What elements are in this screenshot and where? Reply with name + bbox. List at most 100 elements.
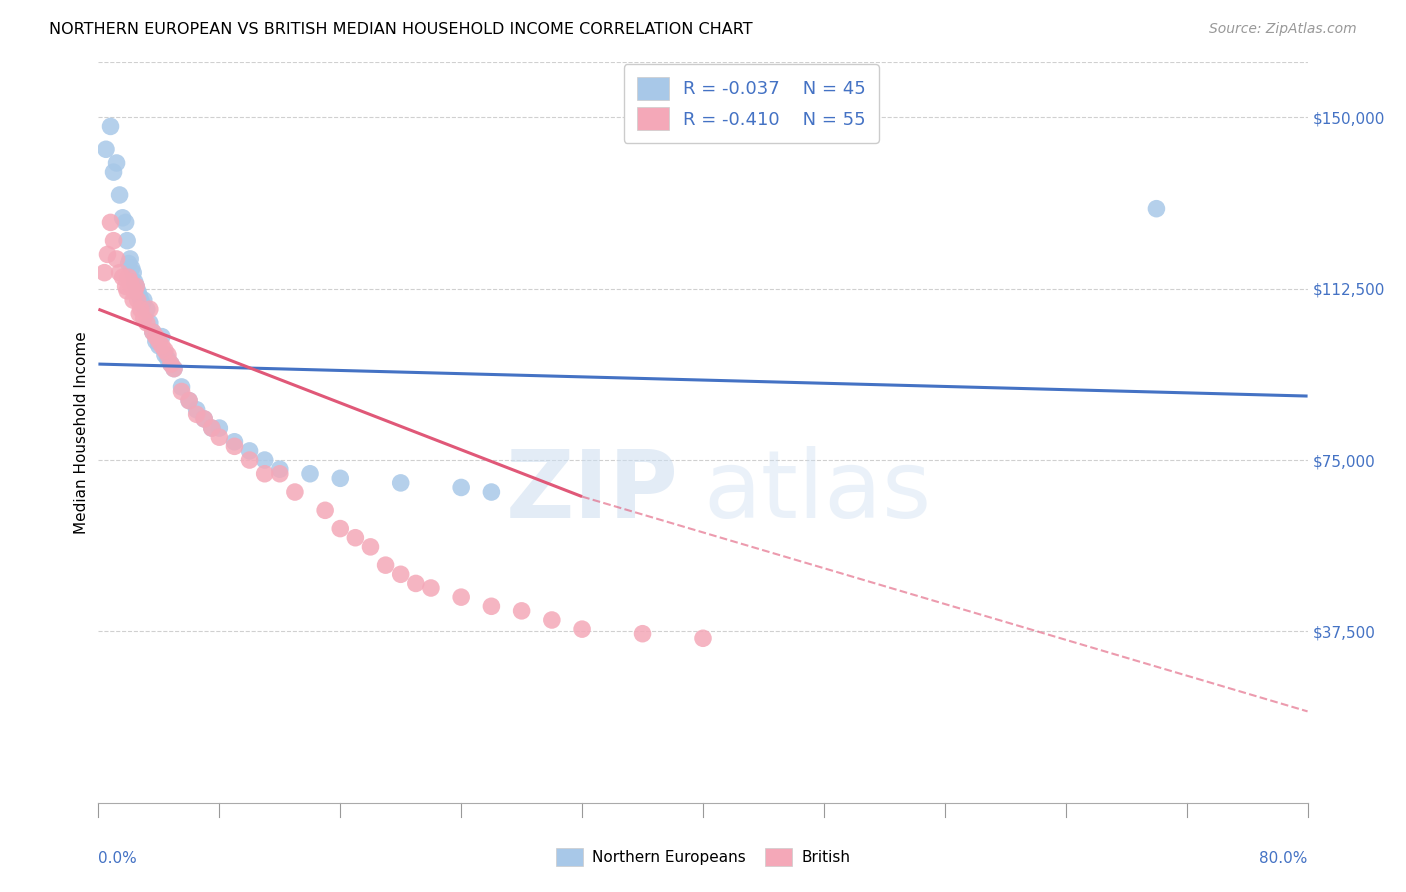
Point <box>239 453 262 467</box>
Point <box>163 361 186 376</box>
Point <box>114 215 136 229</box>
Point <box>186 408 208 422</box>
Text: 0.0%: 0.0% <box>98 851 138 866</box>
Point <box>170 384 193 399</box>
Point <box>103 234 125 248</box>
Text: NORTHERN EUROPEAN VS BRITISH MEDIAN HOUSEHOLD INCOME CORRELATION CHART: NORTHERN EUROPEAN VS BRITISH MEDIAN HOUS… <box>49 22 752 37</box>
Point <box>132 311 155 326</box>
Point <box>128 307 150 321</box>
Point <box>201 421 224 435</box>
Point <box>269 462 291 476</box>
Point <box>389 567 412 582</box>
Point <box>314 503 336 517</box>
Point <box>124 275 146 289</box>
Point <box>571 622 593 636</box>
Point <box>163 361 186 376</box>
Point <box>108 188 131 202</box>
Point <box>111 211 134 225</box>
Point <box>329 522 352 536</box>
Point <box>142 325 165 339</box>
Point <box>148 339 170 353</box>
Point <box>360 540 382 554</box>
Point <box>93 266 115 280</box>
Point <box>692 632 714 646</box>
Point <box>121 261 143 276</box>
Point <box>121 279 143 293</box>
Point <box>108 266 131 280</box>
Y-axis label: Median Household Income: Median Household Income <box>75 331 89 534</box>
Point <box>127 293 149 307</box>
Point <box>129 302 152 317</box>
Point <box>118 256 141 270</box>
Point <box>269 467 291 481</box>
Point <box>148 334 170 349</box>
Point <box>131 298 153 312</box>
Point <box>145 329 167 343</box>
Point <box>100 120 122 134</box>
Text: Source: ZipAtlas.com: Source: ZipAtlas.com <box>1209 22 1357 37</box>
Point <box>179 393 201 408</box>
Point <box>1144 202 1167 216</box>
Point <box>450 480 472 494</box>
Point <box>224 434 246 449</box>
Point <box>253 453 276 467</box>
Point <box>344 531 367 545</box>
Text: ZIP: ZIP <box>506 446 679 538</box>
Point <box>186 402 208 417</box>
Point <box>193 412 215 426</box>
Point <box>122 293 145 307</box>
Point <box>160 357 183 371</box>
Point <box>510 604 533 618</box>
Point <box>299 467 322 481</box>
Point <box>284 485 307 500</box>
Point <box>127 284 149 298</box>
Point <box>120 252 142 266</box>
Legend: R = -0.037    N = 45, R = -0.410    N = 55: R = -0.037 N = 45, R = -0.410 N = 55 <box>624 64 879 143</box>
Point <box>103 165 125 179</box>
Legend: Northern Europeans, British: Northern Europeans, British <box>548 841 858 873</box>
Point <box>115 234 138 248</box>
Point <box>125 279 148 293</box>
Point <box>125 279 148 293</box>
Point <box>135 302 157 317</box>
Text: atlas: atlas <box>703 446 931 538</box>
Point <box>120 275 142 289</box>
Point <box>405 576 427 591</box>
Point <box>129 293 152 307</box>
Point <box>139 316 162 330</box>
Point <box>105 156 128 170</box>
Point <box>374 558 396 573</box>
Point <box>179 393 201 408</box>
Point <box>420 581 443 595</box>
Point <box>224 439 246 453</box>
Point <box>631 626 654 640</box>
Point <box>105 252 128 266</box>
Point <box>115 284 138 298</box>
Point <box>329 471 352 485</box>
Point <box>128 288 150 302</box>
Point <box>135 316 157 330</box>
Point <box>389 475 412 490</box>
Point <box>239 443 262 458</box>
Point <box>94 142 117 156</box>
Point <box>139 302 162 317</box>
Point <box>132 293 155 307</box>
Point <box>540 613 562 627</box>
Point <box>156 352 179 367</box>
Point <box>193 412 215 426</box>
Point <box>96 247 118 261</box>
Point <box>160 357 183 371</box>
Text: 80.0%: 80.0% <box>1260 851 1308 866</box>
Point <box>201 421 224 435</box>
Point <box>153 343 176 358</box>
Point <box>100 215 122 229</box>
Point <box>124 284 146 298</box>
Point <box>111 270 134 285</box>
Point <box>150 339 173 353</box>
Point <box>145 334 167 349</box>
Point <box>153 348 176 362</box>
Point <box>114 279 136 293</box>
Point <box>481 485 503 500</box>
Point <box>450 590 472 604</box>
Point <box>481 599 503 614</box>
